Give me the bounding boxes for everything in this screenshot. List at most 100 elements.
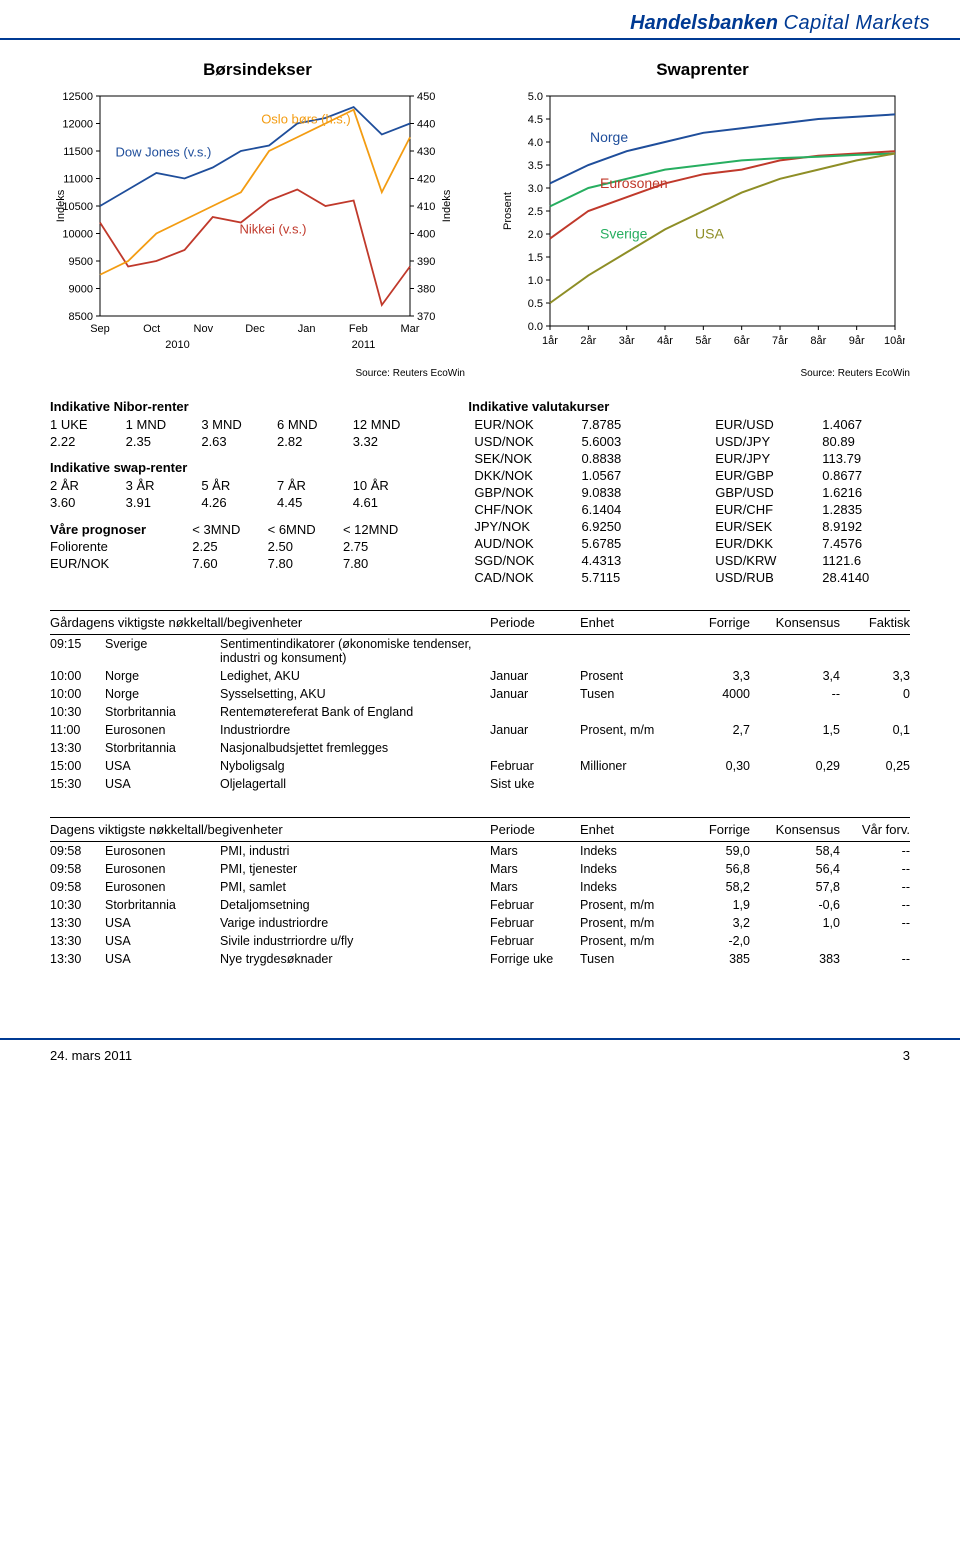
swap-col: 10 ÅR (353, 477, 429, 494)
event-unit: Tusen (580, 687, 680, 701)
svg-text:400: 400 (417, 229, 435, 241)
forecast-table: Våre prognoser< 3MND< 6MND< 12MND Folior… (50, 521, 428, 572)
event-period: Februar (490, 934, 580, 948)
event-time: 09:58 (50, 844, 105, 858)
col-enhet: Enhet (580, 615, 680, 630)
fx-val: 6.9250 (575, 518, 669, 535)
event-desc: Nyboligsalg (220, 759, 490, 773)
event-period: Mars (490, 880, 580, 894)
nibor-val: 3.32 (353, 433, 429, 450)
svg-text:440: 440 (417, 119, 435, 131)
svg-text:Indeks: Indeks (55, 189, 67, 222)
rates-left-col: Indikative Nibor-renter 1 UKE1 MND3 MND6… (50, 399, 428, 586)
event-prev: 2,7 (680, 723, 750, 737)
nibor-val: 2.35 (126, 433, 202, 450)
event-unit (580, 637, 680, 665)
event-desc: Oljelagertall (220, 777, 490, 791)
event-desc: Varige industriordre (220, 916, 490, 930)
fx-table: EUR/NOK 7.8785 EUR/USD 1.4067 USD/NOK 5.… (468, 416, 910, 586)
event-desc: PMI, tjenester (220, 862, 490, 876)
brand: Handelsbanken Capital Markets (630, 12, 930, 35)
event-cons (750, 777, 840, 791)
svg-text:2011: 2011 (352, 339, 376, 351)
svg-text:370: 370 (417, 311, 435, 323)
svg-text:0.0: 0.0 (528, 321, 543, 333)
events-today-body: 09:58 Eurosonen PMI, industri Mars Indek… (50, 842, 910, 968)
event-period: Januar (490, 723, 580, 737)
fx-val: 7.8785 (575, 416, 669, 433)
event-cons: 57,8 (750, 880, 840, 894)
fx-val: 7.4576 (816, 535, 910, 552)
event-actual: -- (840, 898, 910, 912)
event-prev: 58,2 (680, 880, 750, 894)
swap-val: 4.45 (277, 494, 353, 511)
svg-text:9000: 9000 (69, 284, 93, 296)
nibor-col: 12 MND (353, 416, 429, 433)
fx-val: 9.0838 (575, 484, 669, 501)
svg-text:Dow Jones (v.s.): Dow Jones (v.s.) (116, 145, 212, 160)
svg-text:Mar: Mar (401, 323, 420, 335)
svg-text:Indeks: Indeks (441, 189, 453, 222)
event-unit: Indeks (580, 844, 680, 858)
event-time: 13:30 (50, 934, 105, 948)
fx-pair: CHF/NOK (468, 501, 575, 518)
page-footer: 24. mars 2011 3 (0, 1038, 960, 1071)
event-actual (840, 934, 910, 948)
event-period: Mars (490, 844, 580, 858)
svg-text:1år: 1år (542, 335, 558, 347)
event-time: 13:30 (50, 741, 105, 755)
event-cons (750, 637, 840, 665)
nibor-title: Indikative Nibor-renter (50, 399, 428, 414)
event-period (490, 741, 580, 755)
fx-val: 1.0567 (575, 467, 669, 484)
col-forv: Vår forv. (840, 822, 910, 837)
svg-text:Feb: Feb (349, 323, 368, 335)
svg-text:7år: 7år (772, 335, 788, 347)
svg-text:Norge: Norge (590, 129, 628, 145)
event-unit: Indeks (580, 880, 680, 894)
svg-text:Oslo børs (h.s.): Oslo børs (h.s.) (261, 112, 351, 127)
nibor-col: 3 MND (201, 416, 277, 433)
event-unit: Prosent, m/m (580, 934, 680, 948)
fx-pair: EUR/NOK (468, 416, 575, 433)
event-unit: Tusen (580, 952, 680, 966)
svg-text:8500: 8500 (69, 311, 93, 323)
svg-text:0.5: 0.5 (528, 298, 543, 310)
event-country: Norge (105, 687, 220, 701)
svg-text:Nikkei (v.s.): Nikkei (v.s.) (240, 222, 307, 237)
event-actual (840, 637, 910, 665)
col-forrige: Forrige (680, 615, 750, 630)
event-cons (750, 705, 840, 719)
swap-val: 4.26 (201, 494, 277, 511)
event-actual (840, 777, 910, 791)
event-unit: Prosent, m/m (580, 898, 680, 912)
svg-text:Nov: Nov (194, 323, 214, 335)
fx-pair: EUR/CHF (709, 501, 816, 518)
event-time: 10:00 (50, 669, 105, 683)
event-country: Storbritannia (105, 741, 220, 755)
event-prev: 3,2 (680, 916, 750, 930)
svg-text:5år: 5år (695, 335, 711, 347)
event-desc: PMI, industri (220, 844, 490, 858)
event-prev: 1,9 (680, 898, 750, 912)
svg-text:Eurosonen: Eurosonen (600, 175, 668, 191)
svg-text:10000: 10000 (62, 229, 93, 241)
events-yesterday: Gårdagens viktigste nøkkeltall/begivenhe… (50, 610, 910, 793)
event-unit: Indeks (580, 862, 680, 876)
event-country: USA (105, 759, 220, 773)
fx-val: 5.6785 (575, 535, 669, 552)
charts-row: Børsindekser 850090009500100001050011000… (50, 60, 910, 379)
events-today: Dagens viktigste nøkkeltall/begivenheter… (50, 817, 910, 968)
svg-text:390: 390 (417, 256, 435, 268)
nibor-table: 1 UKE1 MND3 MND6 MND12 MND 2.222.352.632… (50, 416, 428, 450)
event-prev: 3,3 (680, 669, 750, 683)
swap-table: 2 ÅR3 ÅR5 ÅR7 ÅR10 ÅR 3.603.914.264.454.… (50, 477, 428, 511)
event-country: Storbritannia (105, 705, 220, 719)
top-brand-bar: Handelsbanken Capital Markets (0, 0, 960, 40)
event-desc: Sentimentindikatorer (økonomiske tendens… (220, 637, 490, 665)
events-title: Dagens viktigste nøkkeltall/begivenheter (50, 822, 490, 837)
fx-pair: USD/NOK (468, 433, 575, 450)
fx-pair: USD/RUB (709, 569, 816, 586)
event-desc: Detaljomsetning (220, 898, 490, 912)
event-desc: Sysselsetting, AKU (220, 687, 490, 701)
